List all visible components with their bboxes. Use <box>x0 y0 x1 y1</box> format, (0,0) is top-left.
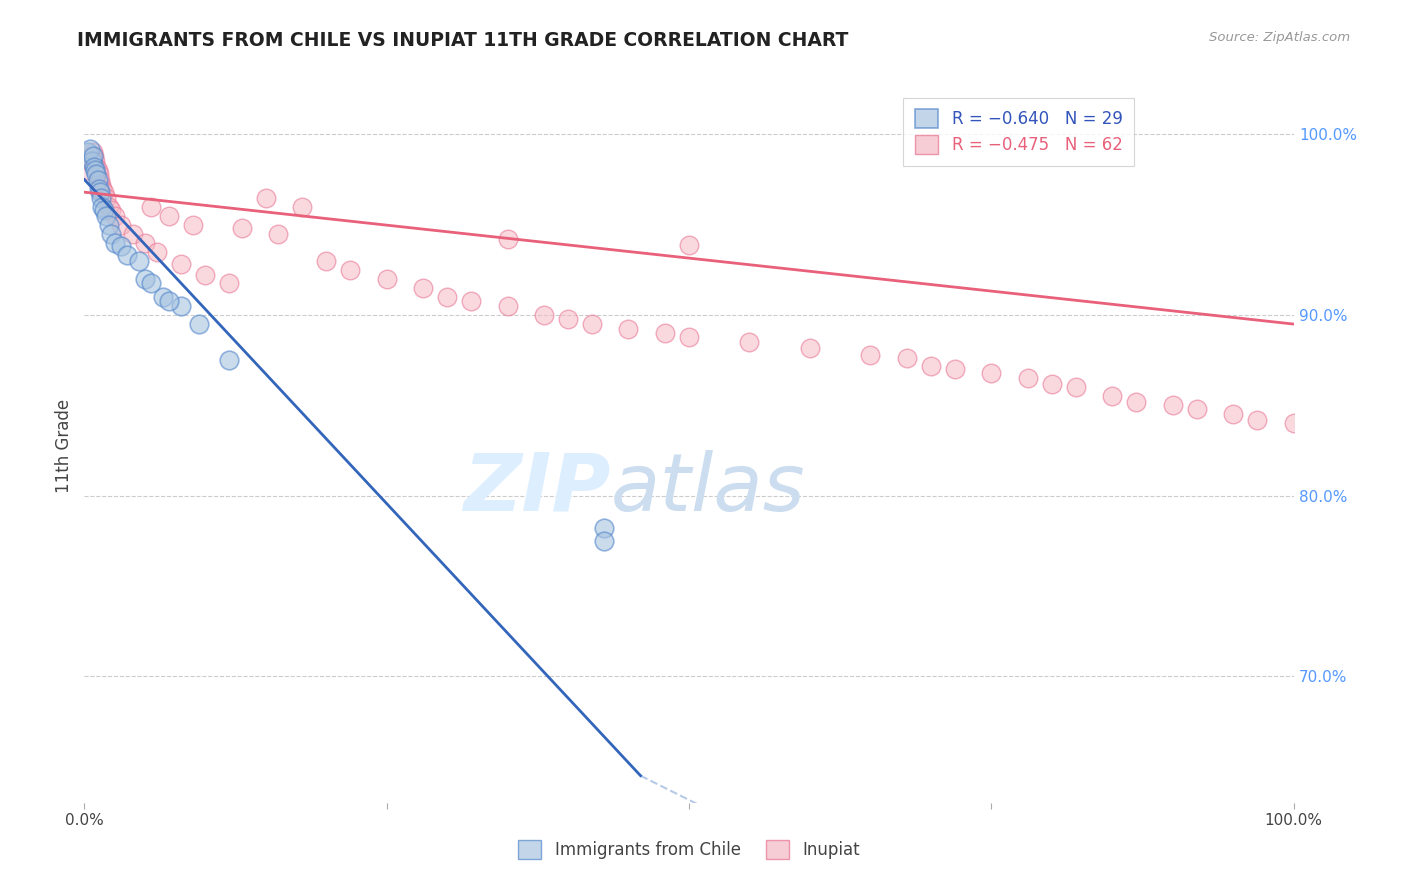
Point <box>194 268 217 283</box>
Point <box>218 276 240 290</box>
Point <box>896 351 918 366</box>
Point <box>375 272 398 286</box>
Point <box>1040 376 1063 391</box>
Point <box>152 290 174 304</box>
Text: ZIP: ZIP <box>463 450 610 528</box>
Point <box>496 232 519 246</box>
Point <box>1282 417 1305 431</box>
Point <box>157 293 180 308</box>
Point <box>77 145 100 160</box>
Point <box>94 191 117 205</box>
Point <box>90 191 112 205</box>
Point <box>146 244 169 259</box>
Point <box>77 163 100 178</box>
Point <box>84 154 107 169</box>
Point <box>93 185 115 199</box>
Text: IMMIGRANTS FROM CHILE VS INUPIAT 11TH GRADE CORRELATION CHART: IMMIGRANTS FROM CHILE VS INUPIAT 11TH GR… <box>77 31 849 50</box>
Point <box>134 235 156 250</box>
Point <box>97 200 120 214</box>
Point <box>91 200 114 214</box>
Point <box>581 317 603 331</box>
Point <box>188 317 211 331</box>
Point <box>980 366 1002 380</box>
Point <box>87 181 110 195</box>
Point <box>100 203 122 218</box>
Point <box>460 293 482 308</box>
Point <box>84 163 107 178</box>
Point <box>943 362 966 376</box>
Point <box>83 149 105 163</box>
Point <box>1222 408 1244 422</box>
Point <box>128 253 150 268</box>
Point <box>94 209 117 223</box>
Point <box>90 178 112 192</box>
Text: atlas: atlas <box>610 450 806 528</box>
Point <box>1246 413 1268 427</box>
Point <box>104 235 127 250</box>
Point <box>339 263 361 277</box>
Point <box>593 521 616 535</box>
Point <box>1161 398 1184 412</box>
Point <box>1125 394 1147 409</box>
Point <box>82 145 104 160</box>
Point <box>254 191 277 205</box>
Point <box>89 185 111 199</box>
Point <box>315 253 337 268</box>
Point <box>678 329 700 343</box>
Point <box>231 221 253 235</box>
Point <box>87 167 110 181</box>
Point <box>121 227 143 241</box>
Point <box>86 172 108 186</box>
Y-axis label: 11th Grade: 11th Grade <box>55 399 73 493</box>
Point <box>110 239 132 253</box>
Point <box>170 299 193 313</box>
Point <box>100 227 122 241</box>
Point <box>83 160 105 174</box>
Point <box>557 311 579 326</box>
Point <box>104 209 127 223</box>
Legend: Immigrants from Chile, Inupiat: Immigrants from Chile, Inupiat <box>512 833 866 866</box>
Point <box>82 149 104 163</box>
Point <box>920 359 942 373</box>
Text: Source: ZipAtlas.com: Source: ZipAtlas.com <box>1209 31 1350 45</box>
Point <box>859 348 882 362</box>
Point <box>533 308 555 322</box>
Point <box>139 200 162 214</box>
Point <box>97 218 120 232</box>
Point <box>1017 371 1039 385</box>
Point <box>89 172 111 186</box>
Point <box>79 142 101 156</box>
Point <box>678 237 700 252</box>
Point <box>170 257 193 271</box>
Point <box>181 218 204 232</box>
Point <box>86 160 108 174</box>
Point <box>654 326 676 340</box>
Point <box>291 200 314 214</box>
Point <box>139 276 162 290</box>
Point <box>115 248 138 262</box>
Point <box>110 218 132 232</box>
Point <box>496 299 519 313</box>
Point <box>157 209 180 223</box>
Point <box>1101 389 1123 403</box>
Point <box>412 281 434 295</box>
Point <box>218 353 240 368</box>
Point <box>80 154 103 169</box>
Point <box>1064 380 1087 394</box>
Point <box>134 272 156 286</box>
Point <box>86 167 108 181</box>
Point <box>86 163 108 178</box>
Point <box>436 290 458 304</box>
Point <box>1185 401 1208 416</box>
Point <box>79 154 101 169</box>
Point <box>593 533 616 548</box>
Point <box>738 335 761 350</box>
Point <box>91 181 114 195</box>
Point <box>267 227 290 241</box>
Point <box>93 203 115 218</box>
Point <box>617 322 640 336</box>
Point <box>799 341 821 355</box>
